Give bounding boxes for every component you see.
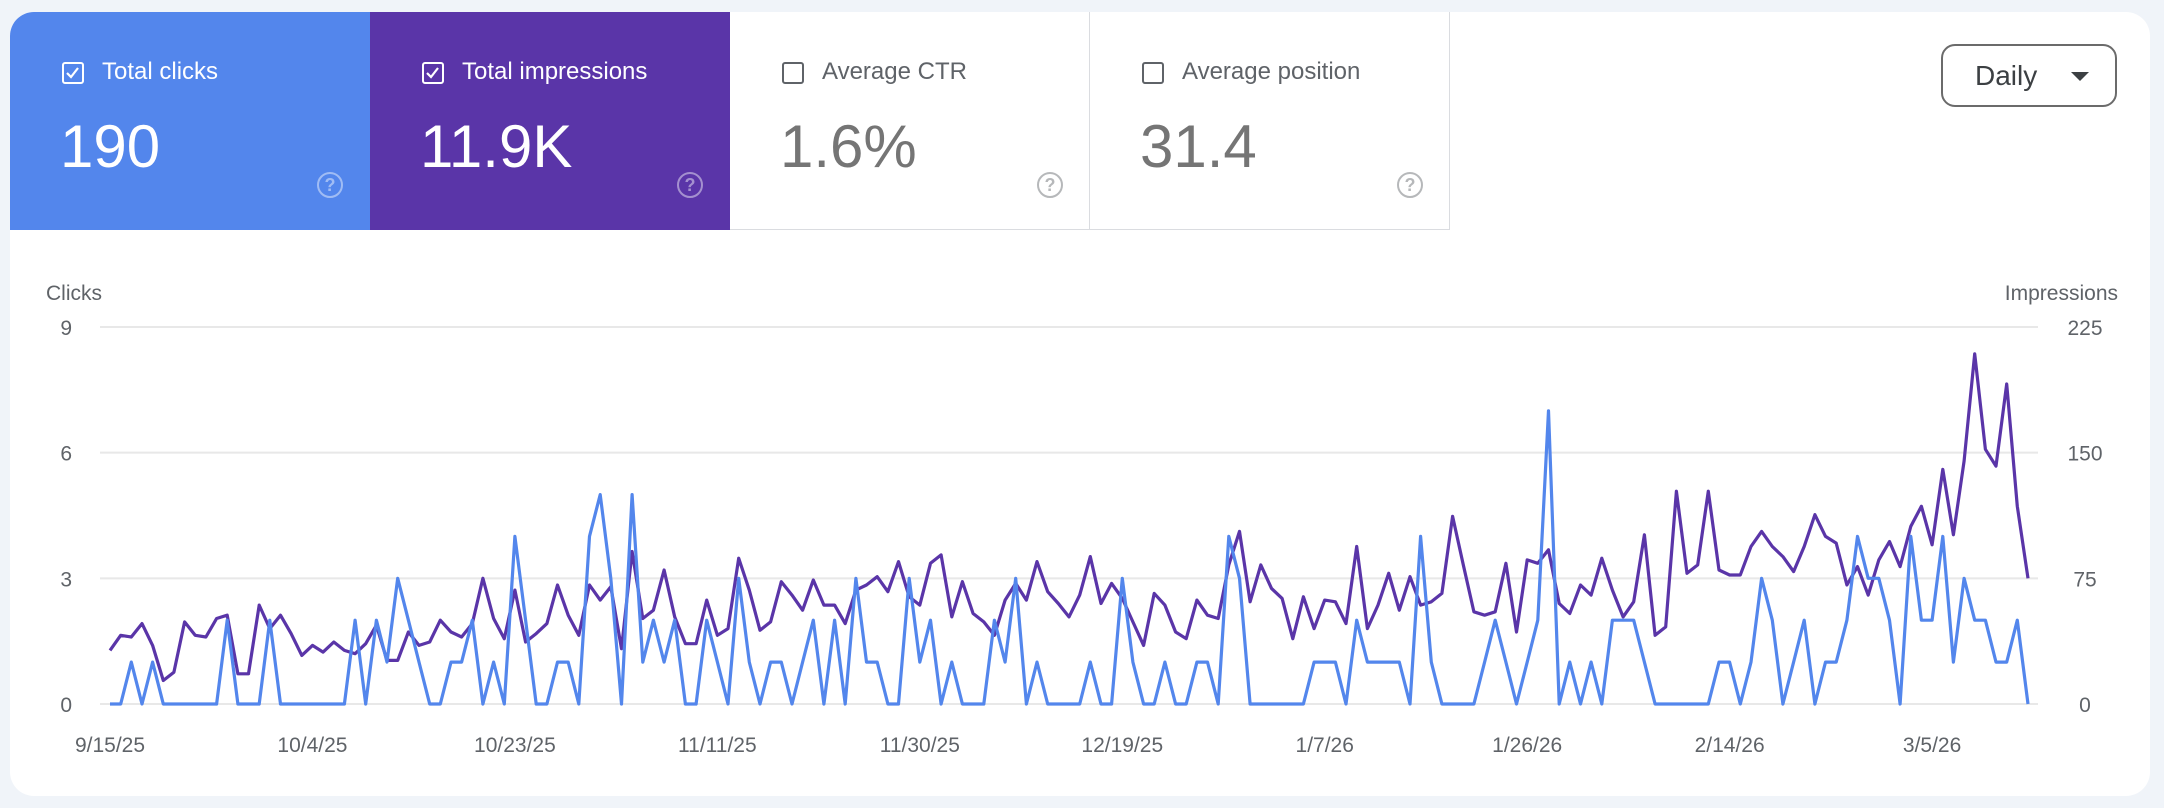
metric-tile-total-clicks[interactable]: Total clicks 190 ? (10, 12, 370, 230)
y-left-tick-label: 6 (60, 443, 72, 466)
x-tick-label: 1/26/26 (1492, 734, 1562, 757)
x-tick-label: 2/14/26 (1695, 734, 1765, 757)
caret-down-icon (2071, 72, 2089, 81)
y-right-tick-label: 0 (2079, 694, 2091, 717)
y-left-axis-label: Clicks (46, 282, 102, 305)
metric-label: Total clicks (102, 58, 219, 85)
series-line-impressions (108, 352, 2030, 683)
metric-value: 190 (60, 113, 161, 180)
x-tick-label: 1/7/26 (1296, 734, 1354, 757)
metric-tile-average-position[interactable]: Average position 31.4 ? (1090, 12, 1450, 230)
performance-card: Total clicks 190 ? Total impressions 11.… (10, 12, 2150, 796)
checkbox-checked-icon[interactable] (62, 62, 84, 84)
metric-value: 11.9K (420, 113, 573, 180)
x-tick-label: 10/23/25 (474, 734, 556, 757)
y-right-tick-label: 75 (2073, 568, 2096, 591)
y-right-axis-label: Impressions (2005, 282, 2118, 305)
y-left-tick-label: 3 (60, 568, 72, 591)
y-left-tick-label: 9 (60, 317, 72, 340)
metric-label: Average CTR (822, 58, 967, 85)
granularity-dropdown[interactable]: Daily (1941, 44, 2117, 107)
metric-label: Total impressions (462, 58, 648, 85)
checkbox-unchecked-icon[interactable] (782, 62, 804, 84)
metric-label: Average position (1182, 58, 1361, 85)
metric-tile-total-impressions[interactable]: Total impressions 11.9K ? (370, 12, 730, 230)
metric-value: 1.6% (780, 113, 917, 180)
granularity-value: Daily (1975, 60, 2038, 91)
y-right-tick-label: 150 (2067, 443, 2102, 466)
metric-value: 31.4 (1140, 113, 1257, 180)
y-left-tick-label: 0 (60, 694, 72, 717)
x-tick-label: 12/19/25 (1081, 734, 1163, 757)
x-tick-label: 11/11/25 (678, 734, 757, 757)
x-tick-label: 11/30/25 (880, 734, 960, 757)
checkbox-checked-icon[interactable] (422, 62, 444, 84)
series-line-clicks (110, 409, 2030, 706)
metric-tile-average-ctr[interactable]: Average CTR 1.6% ? (730, 12, 1090, 230)
question-circle-icon[interactable]: ? (317, 172, 343, 198)
x-tick-label: 3/5/26 (1903, 734, 1961, 757)
x-tick-label: 9/15/25 (75, 734, 145, 757)
question-circle-icon[interactable]: ? (1397, 172, 1423, 198)
question-circle-icon[interactable]: ? (677, 172, 703, 198)
y-right-tick-label: 225 (2067, 317, 2102, 340)
question-circle-icon[interactable]: ? (1037, 172, 1063, 198)
checkbox-unchecked-icon[interactable] (1142, 62, 1164, 84)
x-tick-label: 10/4/25 (277, 734, 347, 757)
